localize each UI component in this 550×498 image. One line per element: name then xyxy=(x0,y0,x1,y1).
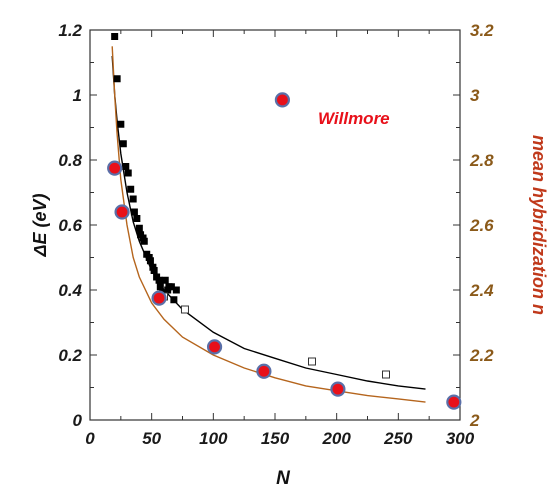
x-axis-label: N xyxy=(276,468,291,489)
right-tick-label: 3 xyxy=(470,86,480,105)
right-tick-label: 3.2 xyxy=(470,21,494,40)
brown-fit-curve xyxy=(111,46,426,403)
filled-square-point xyxy=(155,276,163,284)
filled-square-point xyxy=(111,33,119,40)
open-square-point xyxy=(382,370,390,379)
bottom-tick-label: 100 xyxy=(199,429,228,448)
filled-square-point xyxy=(133,215,141,222)
filled-square-point xyxy=(113,75,121,83)
filled-square-point xyxy=(129,195,137,203)
filled-square-point xyxy=(170,296,178,304)
right-tick-label: 2.2 xyxy=(469,346,494,365)
left-tick-label: 0.2 xyxy=(58,346,82,365)
red-circle-point xyxy=(446,394,462,410)
filled-square-point xyxy=(122,163,130,170)
bottom-tick-label: 300 xyxy=(446,429,475,448)
red-circle-point xyxy=(330,381,346,397)
filled-square-point xyxy=(135,224,143,232)
filled-square-point xyxy=(130,208,138,216)
filled-square-point xyxy=(127,185,135,193)
filled-square-point xyxy=(146,257,154,265)
data-points xyxy=(107,33,462,410)
filled-square-point xyxy=(156,283,164,291)
right-tick-label: 2 xyxy=(469,411,480,430)
bottom-tick-label: 0 xyxy=(85,429,95,448)
filled-square-point xyxy=(167,283,175,291)
right-tick-label: 2.4 xyxy=(469,281,494,300)
left-tick-label: 1 xyxy=(73,86,82,105)
filled-square-point xyxy=(172,286,180,294)
red-circle-point xyxy=(256,363,272,379)
filled-square-point xyxy=(119,140,127,148)
red-circle-point xyxy=(107,160,123,176)
left-tick-label: 1.2 xyxy=(58,21,82,40)
left-tick-label: 0 xyxy=(73,411,83,430)
bottom-tick-label: 250 xyxy=(383,429,413,448)
y2-axis-label: mean hybridization n xyxy=(529,135,549,315)
red-circle-point xyxy=(206,339,223,355)
filled-square-point xyxy=(161,276,169,284)
plot-frame xyxy=(89,29,461,421)
bottom-axis-ticks: 0 50 100 150 200 250 300 xyxy=(85,30,475,448)
red-circle-point xyxy=(114,204,130,220)
fit-curves xyxy=(111,46,426,403)
open-square-point xyxy=(308,357,316,366)
bottom-tick-label: 150 xyxy=(261,429,290,448)
bottom-tick-label: 200 xyxy=(321,429,351,448)
open-square-point xyxy=(180,305,189,314)
bottom-tick-label: 50 xyxy=(142,429,161,448)
left-tick-label: 0.8 xyxy=(58,151,82,170)
right-tick-label: 2.8 xyxy=(469,151,494,170)
right-tick-label: 2.6 xyxy=(469,216,494,235)
y-axis-label: ΔE (eV) xyxy=(30,193,50,257)
red-circle-point xyxy=(151,290,167,306)
filled-square-point xyxy=(117,120,125,128)
right-axis-ticks: 2 2.2 2.4 2.6 2.8 3 3.2 xyxy=(453,21,494,430)
left-tick-label: 0.4 xyxy=(58,281,82,300)
filled-square-point xyxy=(150,267,158,274)
left-tick-label: 0.6 xyxy=(58,216,82,235)
left-axis-ticks: 0 0.2 0.4 0.6 0.8 1 1.2 xyxy=(58,21,97,430)
willmore-annotation: Willmore xyxy=(318,109,390,128)
filled-square-point xyxy=(140,237,148,245)
red-circle-point xyxy=(274,92,290,108)
black-fit-curve xyxy=(111,55,426,390)
filled-square-point xyxy=(124,169,132,177)
